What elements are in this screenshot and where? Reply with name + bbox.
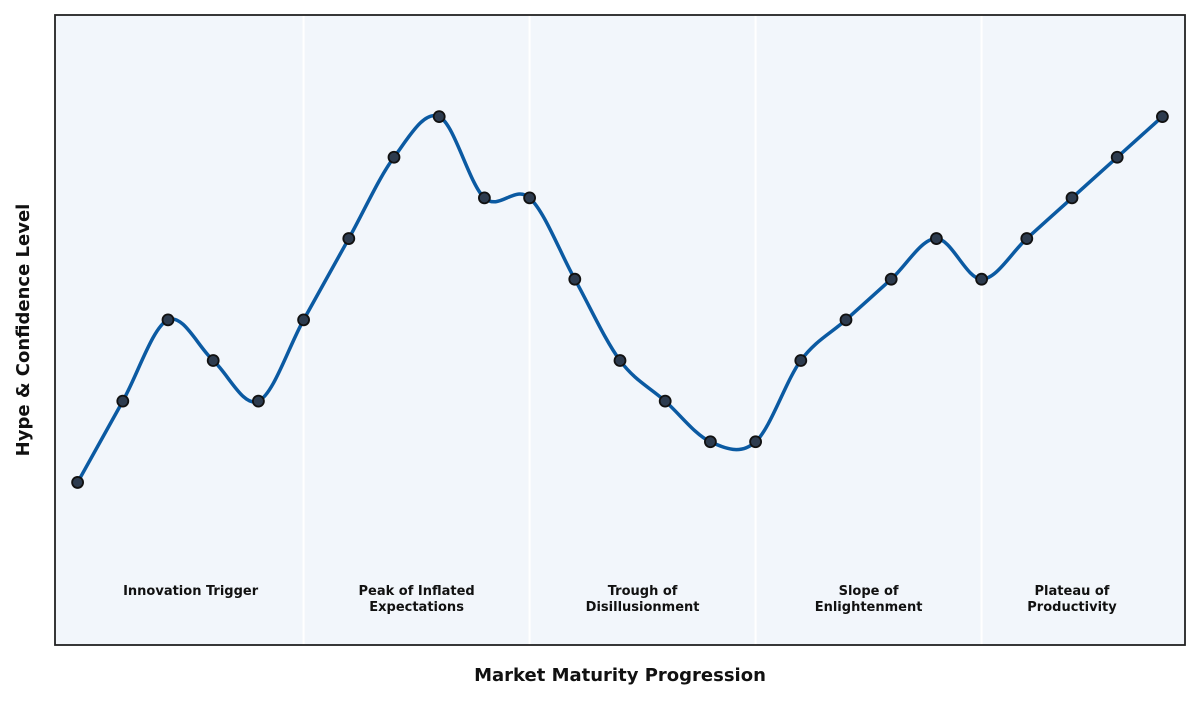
phase-label-line: Expectations	[369, 600, 464, 615]
data-point	[1156, 110, 1169, 124]
data-point	[658, 394, 672, 408]
data-point	[387, 150, 401, 164]
phase-label-line: Enlightenment	[815, 600, 923, 615]
data-point	[930, 232, 943, 245]
plot-frame	[54, 14, 1186, 646]
data-point	[704, 435, 717, 449]
phase-label: Trough of Disillusionment	[586, 584, 700, 615]
data-point	[206, 354, 220, 367]
data-point	[749, 435, 762, 449]
data-point	[71, 476, 84, 489]
data-point	[613, 354, 627, 367]
data-point	[975, 272, 988, 286]
plot-background	[55, 15, 1185, 645]
data-point	[1110, 150, 1124, 164]
data-point	[794, 354, 808, 367]
phase-label-line: Plateau of	[1035, 584, 1110, 599]
data-point	[839, 313, 853, 327]
phase-label: Plateau of Productivity	[1027, 584, 1117, 615]
phase-dividers	[302, 15, 983, 645]
data-point	[1020, 232, 1034, 245]
data-point	[116, 394, 130, 408]
data-point	[1065, 191, 1079, 205]
x-axis-label: Market Maturity Progression	[474, 665, 766, 686]
data-point	[523, 191, 536, 205]
data-point	[251, 394, 265, 408]
data-point	[342, 232, 356, 245]
data-point	[297, 313, 311, 327]
data-point	[432, 110, 446, 124]
phase-label: Innovation Trigger	[123, 584, 259, 599]
data-point	[161, 313, 175, 327]
data-point	[884, 272, 898, 286]
data-point	[568, 272, 582, 286]
phase-label: Slope of Enlightenment	[815, 584, 923, 615]
y-axis-label: Hype & Confidence Level	[13, 204, 34, 457]
phase-label-line: Peak of Inflated	[358, 584, 474, 599]
data-point	[477, 191, 491, 205]
phase-label-line: Trough of	[608, 584, 678, 599]
phase-label-line: Slope of	[839, 584, 899, 599]
phase-label: Peak of Inflated Expectations	[358, 584, 474, 615]
data-points	[71, 110, 1169, 489]
phase-labels: Innovation Trigger Peak of Inflated Expect…	[123, 584, 1117, 615]
phase-label-line: Productivity	[1027, 600, 1117, 615]
phase-label-line: Disillusionment	[586, 600, 700, 615]
phase-label-line: Innovation Trigger	[123, 584, 259, 599]
